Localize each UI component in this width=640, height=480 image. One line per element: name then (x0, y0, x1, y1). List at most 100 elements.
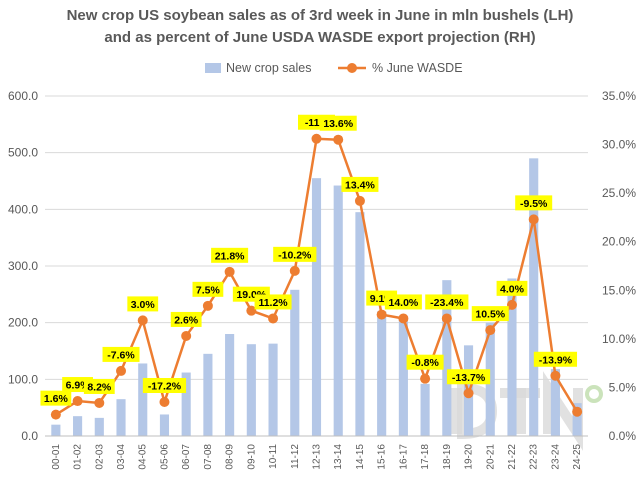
point-label: 13.4% (345, 179, 375, 191)
point-label: -23.4% (430, 297, 464, 309)
bar (442, 280, 452, 436)
point-label: -0.8% (411, 357, 439, 369)
bar (225, 334, 235, 436)
y-right-tick-label: 0.0% (609, 429, 637, 443)
point-label: 21.8% (215, 250, 245, 262)
legend-swatch-bar (205, 63, 221, 73)
x-tick-label: 02-03 (94, 444, 105, 470)
watermark-shape (585, 385, 603, 403)
y-right-tick-label: 20.0% (602, 235, 636, 249)
line-point (506, 299, 517, 310)
x-tick-label: 08-09 (225, 444, 236, 470)
x-tick-label: 09-10 (246, 444, 257, 470)
x-tick-label: 01-02 (73, 444, 84, 470)
bar (73, 416, 83, 436)
x-tick-label: 12-13 (312, 444, 323, 470)
y-left-tick-label: 100.0 (8, 372, 38, 386)
x-tick-label: 18-19 (442, 444, 453, 470)
point-label-bg (319, 115, 357, 131)
line-point (572, 406, 583, 417)
x-tick-label: 04-05 (138, 444, 149, 470)
x-tick-label: 05-06 (159, 444, 170, 470)
chart-title-line-2: and as percent of June USDA WASDE export… (104, 29, 536, 46)
bar (333, 185, 343, 436)
bar (529, 158, 539, 437)
bar (116, 399, 126, 436)
x-tick-label: 19-20 (464, 444, 475, 470)
point-label: -10.2% (278, 249, 312, 261)
x-tick-label: 11-12 (290, 444, 301, 469)
point-label: -7.6% (107, 349, 135, 361)
point-label-bg (211, 247, 249, 263)
watermark-shape (514, 388, 526, 434)
bar (377, 311, 387, 436)
x-tick-label: 06-07 (181, 444, 192, 470)
point-label-bg (425, 294, 469, 310)
y-right-tick-label: 30.0% (602, 138, 636, 152)
y-right-tick-label: 10.0% (602, 332, 636, 346)
bar (51, 424, 61, 436)
point-label-bg (446, 369, 491, 385)
line-point (224, 266, 235, 277)
bar (246, 344, 256, 436)
point-label-bg (496, 280, 528, 296)
line-point (485, 325, 496, 336)
bar (507, 278, 517, 436)
line-point (528, 214, 539, 225)
x-tick-label: 23-24 (550, 444, 561, 470)
point-label-bg (384, 294, 422, 310)
point-label: 4.0% (500, 283, 525, 295)
line-point (159, 397, 170, 407)
bar (311, 178, 322, 436)
point-label-bg (192, 281, 224, 297)
point-label-bg (170, 311, 202, 327)
point-label: 7.5% (196, 284, 221, 296)
line-point (246, 305, 257, 316)
x-tick-label: 03-04 (116, 444, 127, 470)
line-point (50, 409, 61, 420)
bar (268, 343, 278, 436)
point-label: 13.6% (323, 118, 353, 130)
x-tick-label: 20-21 (485, 444, 496, 470)
point-label-bg (83, 378, 115, 394)
line-point (202, 300, 213, 311)
y-right-tick-label: 35.0% (602, 89, 636, 103)
y-left-tick-label: 600.0 (8, 89, 38, 103)
bar (355, 212, 365, 436)
x-tick-label: 00-01 (51, 444, 62, 470)
x-tick-label: 21-22 (507, 444, 518, 470)
point-label-bg (471, 306, 509, 322)
point-label-bg (406, 354, 444, 370)
point-label-bg (254, 294, 292, 310)
bar (420, 383, 430, 436)
bar (290, 289, 300, 436)
line-point (289, 265, 300, 276)
bar (159, 414, 170, 436)
bar-series (51, 158, 582, 437)
legend-label: % June WASDE (372, 61, 463, 75)
point-label-bg (102, 346, 140, 362)
x-tick-label: 10-11 (268, 444, 279, 469)
point-label-bg (515, 195, 553, 211)
bar (485, 322, 495, 436)
bar (94, 417, 104, 436)
point-label: 10.5% (475, 309, 505, 321)
line-point (420, 373, 431, 384)
x-tick-label: 22-23 (529, 444, 540, 470)
line-point (72, 396, 83, 407)
line-point (311, 133, 322, 144)
x-tick-label: 07-08 (203, 444, 214, 470)
point-label: 8.2% (87, 381, 112, 393)
line-point (181, 330, 192, 341)
point-label-bg (40, 390, 72, 406)
point-label-bg (341, 176, 379, 192)
point-label-bg (127, 296, 159, 312)
point-label: 2.6% (174, 314, 199, 326)
y-right-tick-label: 5.0% (609, 380, 637, 394)
point-label: -17.2% (148, 381, 182, 393)
line-point (441, 313, 452, 324)
bar (181, 372, 191, 436)
point-labels: 1.6%6.9%8.2%-7.6%3.0%-17.2%2.6%7.5%21.8%… (40, 114, 578, 406)
